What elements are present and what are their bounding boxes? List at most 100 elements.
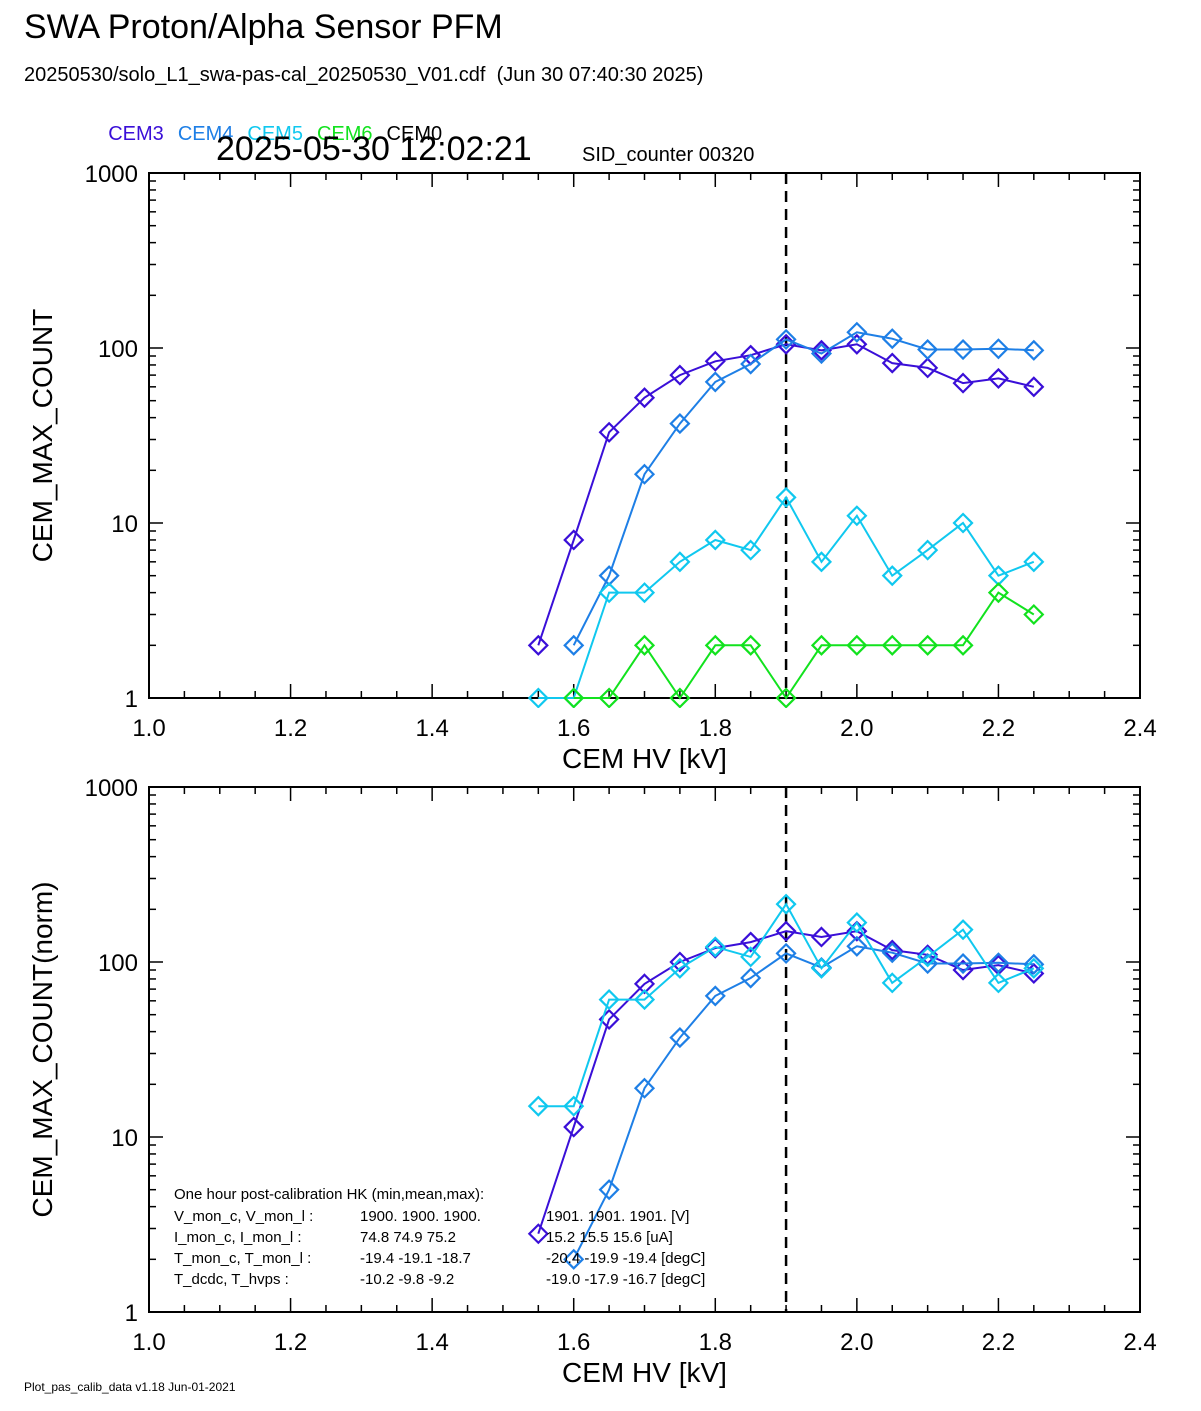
data-point-cem6: [881, 634, 903, 656]
x-tick-label: 1.0: [132, 715, 165, 742]
data-point-cem3: [952, 372, 974, 394]
x-tick-label: 1.4: [415, 1329, 448, 1356]
data-point-cem4: [633, 463, 656, 485]
hk-row-values-l: 15.2 15.5 15.6 [uA]: [546, 1229, 673, 1246]
data-point-cem3: [527, 634, 549, 656]
y-tick-label: 1000: [85, 775, 138, 802]
data-point-cem4: [563, 634, 585, 656]
page-title: SWA Proton/Alpha Sensor PFM: [24, 8, 503, 46]
data-point-cem5: [1023, 551, 1045, 573]
series-line-cem3: [537, 343, 1035, 646]
data-point-cem5: [775, 893, 797, 915]
plot-frame: [148, 172, 1141, 699]
y-tick-label: 10: [111, 1125, 138, 1152]
series-group: [527, 321, 1045, 708]
data-point-cem6: [775, 687, 797, 708]
chart-2: 1.0 1.2 1.4 1.6 1.8 2.0 2.2 2.4 1 10 100 1000 CEM HV…: [27, 775, 1157, 1388]
y-tick-label: 10: [111, 511, 138, 538]
y-tick-label: 1: [125, 1300, 138, 1327]
data-point-cem6: [846, 634, 868, 656]
data-point-cem5: [917, 539, 939, 561]
data-point-cem4: [917, 338, 939, 361]
hk-text-block: One hour post-calibration HK (min,mean,m…: [174, 1186, 705, 1288]
data-point-cem5: [881, 565, 903, 587]
data-point-cem3: [633, 973, 656, 995]
data-point-cem5: [633, 582, 656, 604]
hk-row-values-c: -19.4 -19.1 -18.7: [360, 1250, 471, 1267]
data-point-cem3: [1023, 376, 1045, 398]
data-point-cem3: [917, 357, 939, 379]
data-point-cem4: [633, 1077, 656, 1099]
data-point-cem3: [563, 1116, 585, 1138]
hk-row-values-c: 74.8 74.9 75.2: [360, 1229, 456, 1246]
data-point-cem5: [881, 972, 903, 994]
legend: CEM3 CEM4 CEM5 CEM6 CEM0: [86, 100, 456, 169]
x-tick-label: 2.2: [982, 715, 1015, 742]
x-tick-label: 1.6: [557, 1329, 590, 1356]
data-point-cem3: [740, 931, 762, 953]
data-point-cem3: [810, 926, 833, 948]
legend-item-cem6: CEM6: [316, 123, 373, 145]
hk-row-label: V_mon_c, V_mon_l :: [174, 1208, 313, 1225]
data-point-cem4: [1023, 339, 1045, 361]
data-point-cem5: [952, 512, 974, 534]
series-line-cem3: [537, 930, 1035, 1235]
series-line-cem5: [538, 902, 1035, 1108]
file-info: 20250530/solo_L1_swa-pas-cal_20250530_V0…: [24, 64, 704, 86]
data-point-cem5: [669, 551, 691, 573]
hk-row-values-c: -10.2 -9.8 -9.2: [360, 1271, 454, 1288]
x-tick-label: 1.8: [699, 1329, 732, 1356]
x-tick-label: 1.2: [274, 715, 307, 742]
data-point-cem4: [563, 1248, 585, 1270]
x-tick-label: 1.6: [557, 715, 590, 742]
data-point-cem5: [563, 1095, 585, 1117]
data-point-cem5: [810, 957, 833, 979]
data-point-cem3: [527, 1223, 549, 1245]
data-point-cem3: [563, 529, 585, 551]
data-point-cem3: [775, 920, 797, 942]
data-point-cem5: [598, 582, 620, 604]
footer-version: Plot_pas_calib_data v1.18 Jun-01-2021: [24, 1380, 236, 1394]
data-point-cem4: [740, 353, 762, 375]
data-point-cem3: [669, 951, 691, 973]
y-axis-label: CEM_MAX_COUNT: [27, 309, 58, 563]
series-group: [527, 893, 1045, 1270]
data-point-cem6: [704, 634, 726, 656]
legend-item-cem4: CEM4: [177, 123, 234, 145]
hk-row-values-l: -20.4 -19.9 -19.4 [degC]: [546, 1250, 705, 1267]
data-point-cem4: [846, 321, 868, 343]
x-tick-label: 2.0: [840, 1329, 873, 1356]
y-tick-label: 1000: [85, 161, 138, 188]
series-line-cem6: [573, 591, 1035, 700]
data-point-cem4: [810, 342, 833, 365]
data-point-cem6: [917, 634, 939, 656]
hk-row-values-c: 1900. 1900. 1900.: [360, 1208, 481, 1225]
data-point-cem5: [952, 919, 974, 941]
data-point-cem4: [669, 1027, 691, 1049]
data-point-cem5: [704, 936, 726, 958]
x-tick-label: 1.2: [274, 1329, 307, 1356]
data-point-cem5: [669, 957, 691, 979]
data-point-cem3: [987, 367, 1009, 389]
y-tick-label: 1: [125, 686, 138, 713]
data-point-cem6: [1023, 603, 1045, 626]
x-tick-label: 1.4: [415, 715, 448, 742]
data-point-cem5: [740, 539, 762, 561]
data-point-cem6: [987, 582, 1009, 604]
data-point-cem5: [917, 946, 939, 968]
data-point-cem5: [810, 551, 833, 573]
data-point-cem3: [881, 352, 903, 374]
data-point-cem4: [704, 371, 726, 393]
data-point-cem4: [740, 967, 762, 989]
y-tick-label: 100: [98, 336, 138, 363]
data-point-cem3: [881, 939, 903, 961]
data-point-cem4: [987, 338, 1009, 360]
series-line-cem5: [538, 495, 1035, 699]
data-point-cem3: [810, 339, 833, 361]
x-tick-label: 2.0: [840, 715, 873, 742]
legend-item-cem0: CEM0: [386, 123, 443, 145]
data-point-cem5: [775, 486, 797, 508]
data-point-cem6: [598, 687, 620, 708]
